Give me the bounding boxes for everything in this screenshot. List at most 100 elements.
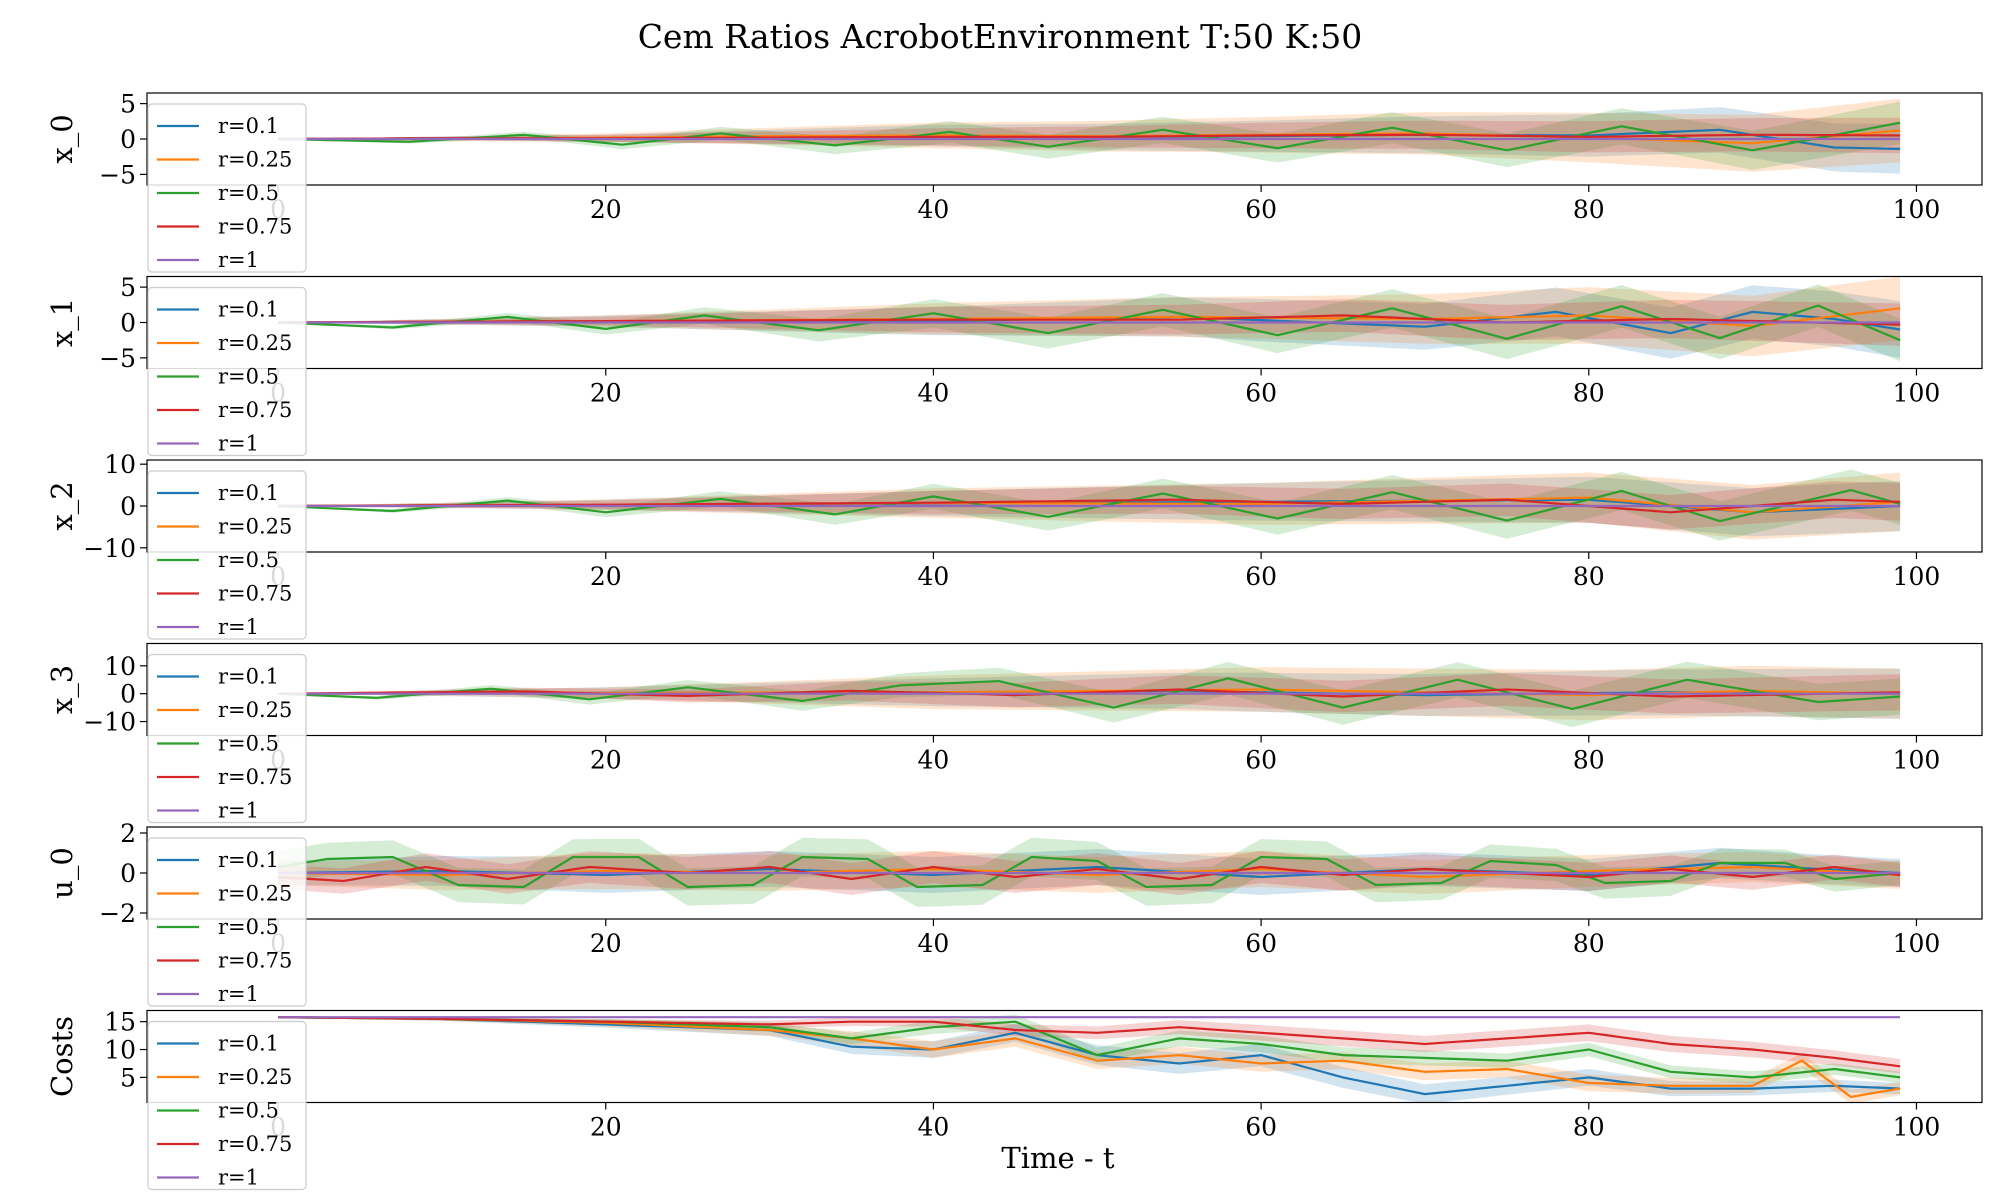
x-tick-label: 60: [1245, 929, 1277, 958]
y-tick-label: 5: [120, 273, 136, 302]
plot-area: [277, 837, 1901, 907]
series-line-r=0.75: [278, 1016, 1901, 1068]
x-tick-label: 40: [918, 379, 950, 408]
legend-entry: r=0.25: [218, 331, 292, 355]
x-tick-label: 100: [1893, 379, 1941, 408]
x-tick-label: 80: [1573, 379, 1605, 408]
legend-box: [147, 286, 307, 457]
y-tick-label: 0: [120, 125, 136, 154]
legend-entry: r=0.75: [218, 765, 292, 789]
y-tick-label: −10: [83, 708, 136, 737]
y-tick-label: 10: [104, 450, 136, 479]
legend-entry: r=0.25: [218, 882, 292, 906]
legend-entry: r=1: [218, 615, 259, 639]
x-tick-label: 80: [1573, 929, 1605, 958]
x-tick-label: 40: [918, 562, 950, 591]
legend-entry: r=0.1: [218, 481, 279, 505]
y-tick-label: −2: [99, 899, 136, 928]
x-tick-label: 20: [590, 562, 622, 591]
x-tick-label: 60: [1245, 1113, 1277, 1142]
legend-entry: r=0.1: [218, 665, 279, 689]
x-tick-label: 60: [1245, 746, 1277, 775]
legend-entry: r=0.75: [218, 398, 292, 422]
x-tick-label: 20: [590, 929, 622, 958]
legend-entry: r=0.75: [218, 949, 292, 973]
y-tick-label: 2: [120, 819, 136, 848]
x-tick-label: 100: [1893, 562, 1941, 591]
chart-title: Cem Ratios AcrobotEnvironment T:50 K:50: [638, 17, 1363, 56]
y-axis-label: x_3: [45, 665, 80, 714]
legend-entry: r=0.75: [218, 1132, 292, 1156]
legend-entry: r=0.5: [218, 732, 279, 756]
y-tick-label: 0: [120, 309, 136, 338]
x-tick-label: 20: [590, 1113, 622, 1142]
x-tick-label: 80: [1573, 562, 1605, 591]
y-tick-label: −5: [99, 160, 136, 189]
legend-entry: r=1: [218, 248, 259, 272]
legend-entry: r=1: [218, 1166, 259, 1190]
legend-entry: r=1: [218, 799, 259, 823]
x-tick-label: 20: [590, 379, 622, 408]
x-tick-label: 100: [1893, 195, 1941, 224]
x-tick-label: 40: [918, 746, 950, 775]
series-line-r=0.75: [278, 314, 1901, 326]
legend-entry: r=0.75: [218, 215, 292, 239]
legend: r=0.1 r=0.25 r=0.5 r=0.75 r=1: [147, 837, 307, 1007]
legend-box: [147, 837, 307, 1007]
legend-box: [147, 653, 307, 824]
subplot-Costs: 02040608010051015Costsr=0.1r=0.25r=0.5r=…: [45, 1008, 1983, 1191]
legend: r=0.1 r=0.25 r=0.5 r=0.75 r=1: [147, 103, 307, 273]
y-axis-label: Costs: [45, 1016, 79, 1097]
x-tick-label: 60: [1245, 195, 1277, 224]
legend: r=0.1 r=0.25 r=0.5 r=0.75 r=1: [147, 653, 307, 824]
y-tick-label: −10: [83, 534, 136, 563]
legend: r=0.1 r=0.25 r=0.5 r=0.75 r=1: [147, 1020, 307, 1191]
x-tick-label: 80: [1573, 1113, 1605, 1142]
legend-entry: r=0.1: [218, 1032, 279, 1056]
legend-box: [147, 1020, 307, 1191]
x-tick-label: 40: [918, 1113, 950, 1142]
x-tick-label: 20: [590, 746, 622, 775]
subplot-u_0: 020406080100−202u_0r=0.1r=0.25r=0.5r=0.7…: [45, 819, 1983, 1007]
axes-frame: [146, 642, 1983, 737]
subplot-x_0: 020406080100−505x_0r=0.1r=0.25r=0.5r=0.7…: [45, 90, 1983, 273]
subplot-x_3: 020406080100−10010x_3r=0.1r=0.25r=0.5r=0…: [45, 642, 1983, 824]
band-r=0.75: [278, 1016, 1901, 1074]
legend-entry: r=0.75: [218, 582, 292, 606]
x-tick-label: 40: [918, 929, 950, 958]
y-tick-label: 5: [120, 1063, 136, 1092]
y-axis-label: x_0: [45, 114, 80, 163]
y-tick-label: 10: [104, 652, 136, 681]
x-tick-label: 20: [590, 195, 622, 224]
legend-entry: r=0.25: [218, 148, 292, 172]
legend-entry: r=0.1: [218, 114, 279, 138]
y-axis-label: x_2: [45, 481, 80, 530]
plot-area: [278, 661, 1901, 728]
plot-area: [278, 98, 1901, 174]
band-r=0.1: [278, 847, 1901, 895]
y-tick-label: 0: [120, 859, 136, 888]
y-tick-label: 5: [120, 90, 136, 119]
legend-entry: r=0.5: [218, 1099, 279, 1123]
subplot-x_2: 020406080100−10010x_2r=0.1r=0.25r=0.5r=0…: [45, 450, 1983, 640]
x-tick-label: 60: [1245, 379, 1277, 408]
x-tick-label: 80: [1573, 195, 1605, 224]
axes-frame: [146, 1009, 1983, 1104]
y-tick-label: 0: [120, 680, 136, 709]
legend-entry: r=0.25: [218, 698, 292, 722]
legend-entry: r=1: [218, 432, 259, 456]
legend: r=0.1 r=0.25 r=0.5 r=0.75 r=1: [147, 286, 307, 457]
x-axis-label: Time - t: [1001, 1141, 1115, 1175]
plot-area: [278, 1014, 1901, 1103]
x-tick-label: 80: [1573, 746, 1605, 775]
x-tick-label: 100: [1893, 746, 1941, 775]
x-tick-label: 100: [1893, 929, 1941, 958]
subplots-area: 020406080100−505x_0r=0.1r=0.25r=0.5r=0.7…: [45, 90, 1983, 1191]
plot-area: [278, 276, 1901, 362]
legend-entry: r=0.25: [218, 1065, 292, 1089]
legend-entry: r=0.5: [218, 548, 279, 572]
legend-entry: r=0.1: [218, 848, 279, 872]
plot-area: [278, 469, 1901, 541]
legend-entry: r=0.5: [218, 915, 279, 939]
